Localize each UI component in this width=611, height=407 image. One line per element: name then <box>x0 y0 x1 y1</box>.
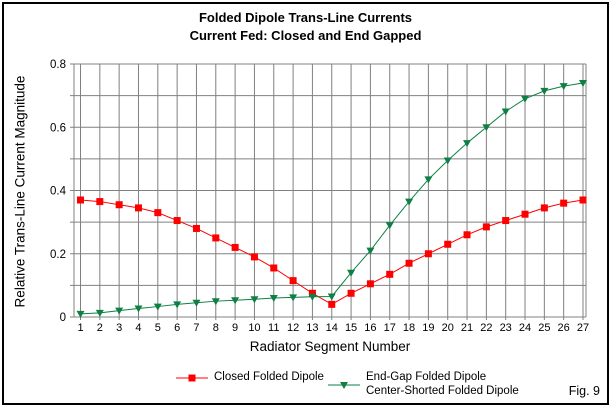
svg-text:5: 5 <box>155 322 161 334</box>
svg-text:7: 7 <box>193 322 199 334</box>
legend-item-end-gap-folded-dipole: End-Gap Folded Dipole Center-Shorted Fol… <box>328 371 519 398</box>
svg-text:26: 26 <box>558 322 570 334</box>
x-axis-label: Radiator Segment Number <box>249 339 411 354</box>
svg-text:25: 25 <box>538 322 550 334</box>
svg-text:23: 23 <box>500 322 512 334</box>
svg-text:3: 3 <box>116 322 122 334</box>
svg-text:0.8: 0.8 <box>50 59 66 71</box>
svg-text:0.6: 0.6 <box>50 122 66 134</box>
svg-text:19: 19 <box>422 322 434 334</box>
svg-text:17: 17 <box>384 322 396 334</box>
svg-text:12: 12 <box>287 322 299 334</box>
legend-label-endgap-line1: End-Gap Folded Dipole <box>366 371 487 383</box>
svg-text:4: 4 <box>135 322 141 334</box>
svg-text:16: 16 <box>364 322 376 334</box>
svg-text:24: 24 <box>519 322 531 334</box>
legend-label-endgap-line2: Center-Shorted Folded Dipole <box>366 384 519 397</box>
svg-text:0.4: 0.4 <box>50 186 67 198</box>
chart-title: Folded Dipole Trans-Line Currents <box>198 10 413 25</box>
svg-text:22: 22 <box>480 322 492 334</box>
chart-title-block: Folded Dipole Trans-Line Currents Curren… <box>0 9 611 45</box>
svg-text:0: 0 <box>60 312 66 324</box>
svg-text:27: 27 <box>577 322 589 334</box>
y-axis-label: Relative Trans-Line Current Magnitude <box>12 75 28 308</box>
legend-item-closed-folded-dipole: Closed Folded Dipole <box>176 371 324 385</box>
legend-marker-red-square-icon <box>176 374 208 382</box>
svg-text:11: 11 <box>268 322 279 334</box>
svg-text:2: 2 <box>97 322 103 334</box>
svg-text:13: 13 <box>306 322 318 334</box>
svg-text:8: 8 <box>213 322 219 334</box>
svg-text:0.2: 0.2 <box>50 249 66 261</box>
chart-subtitle: Current Fed: Closed and End Gapped <box>189 28 422 43</box>
svg-text:18: 18 <box>403 322 415 334</box>
svg-text:20: 20 <box>442 322 454 334</box>
svg-text:1: 1 <box>77 322 83 334</box>
svg-text:21: 21 <box>461 322 473 334</box>
legend-marker-green-triangle-icon <box>328 381 360 389</box>
svg-text:15: 15 <box>345 322 357 334</box>
svg-text:9: 9 <box>232 322 238 334</box>
figure-number: Fig. 9 <box>568 384 600 398</box>
svg-text:6: 6 <box>174 322 180 334</box>
legend-label-closed: Closed Folded Dipole <box>214 371 324 383</box>
svg-text:10: 10 <box>248 322 260 334</box>
svg-text:14: 14 <box>326 322 338 334</box>
